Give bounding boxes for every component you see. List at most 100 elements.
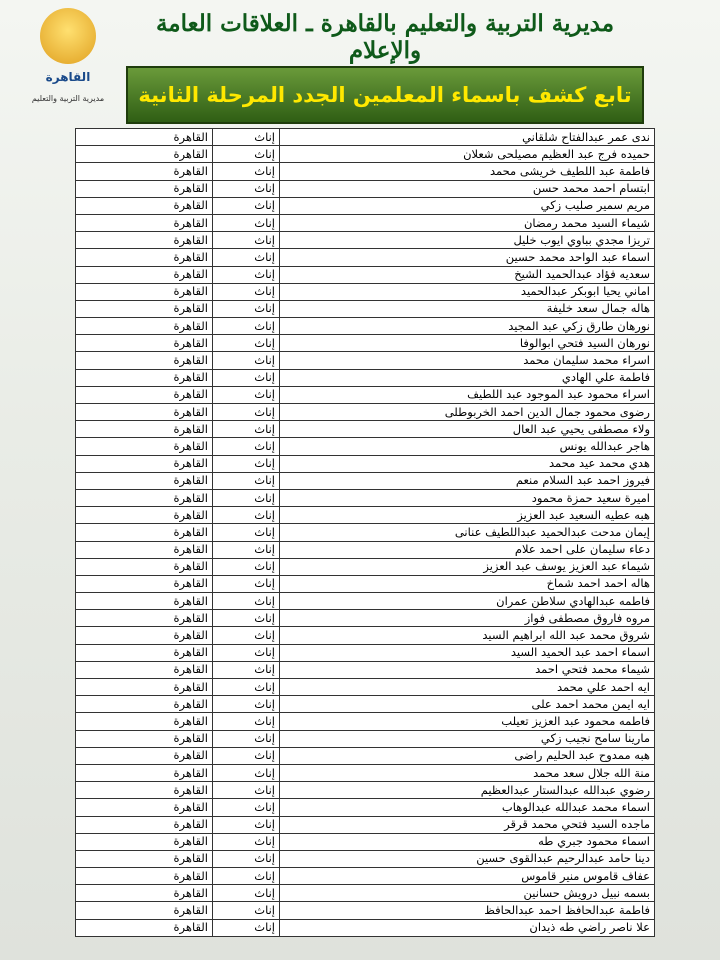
governorate: القاهرة [75,368,213,387]
table-row: ماجده السيد فتحي محمد قرقر إناث القاهرة [75,815,655,834]
teacher-name: فاطمة عبد اللطيف خريشى محمد [279,162,655,181]
table-row: هبه عطيه السعيد عبد العزيز إناث القاهرة [75,506,655,525]
gender: إناث [212,592,280,611]
gender: إناث [212,643,280,662]
gender: إناث [212,729,280,748]
table-row: اميرة سعيد حمزة محمود إناث القاهرة [75,488,655,508]
gender: إناث [212,179,280,198]
gender: إناث [212,832,280,851]
governorate: القاهرة [75,660,213,680]
table-row: منة الله جلال سعد محمد إناث القاهرة [75,763,655,783]
gender: إناث [212,488,280,508]
gender: إناث [212,712,280,731]
governorate: القاهرة [75,643,213,662]
gender: إناث [212,746,280,765]
teacher-name: منة الله جلال سعد محمد [279,763,655,783]
teacher-name: اسماء محمود جبري طه [279,832,655,851]
governorate: القاهرة [75,746,213,765]
table-row: نورهان طارق زكي عبد المجيد إناث القاهرة [75,317,655,336]
teacher-name: تريزا مجدي بباوي ايوب خليل [279,231,655,250]
table-row: شيماء السيد محمد رمضان إناث القاهرة [75,213,655,233]
table-row: هدي محمد عيد محمد إناث القاهرة [75,454,655,473]
teacher-name: دينا حامد عبدالرحيم عبدالقوى حسين [279,849,655,869]
gender: إناث [212,574,280,594]
teacher-name: هاله جمال سعد خليفة [279,299,655,319]
teacher-name: مروه فاروق مصطفى فواز [279,609,655,628]
gender: إناث [212,540,280,559]
teacher-name: فاطمه محمود عبد العزيز تعيلب [279,712,655,731]
gender: إناث [212,677,280,697]
teacher-name: هدي محمد عيد محمد [279,454,655,473]
table-row: فاطمة علي الهادي إناث القاهرة [75,368,655,387]
table-row: مارينا سامح نجيب زكي إناث القاهرة [75,729,655,748]
teacher-name: علا ناصر راضي طه ذيدان [279,918,655,937]
gender: إناث [212,884,280,903]
gender: إناث [212,867,280,886]
governorate: القاهرة [75,592,213,611]
gender: إناث [212,763,280,783]
teacher-name: فاطمة علي الهادي [279,368,655,387]
teacher-name: فاطمه عبدالهادي سلاطن عمران [279,592,655,611]
table-row: حميده فرج عبد العظيم مصيلحى شعلان إناث الق… [75,145,655,164]
teacher-name: حميده فرج عبد العظيم مصيلحى شعلان [279,145,655,164]
gender: إناث [212,454,280,473]
table-row: اماني يحيا ابوبكر عبدالحميد إناث القاهرة [75,282,655,301]
gender: إناث [212,506,280,525]
governorate: القاهرة [75,385,213,405]
teacher-name: اميرة سعيد حمزة محمود [279,488,655,508]
gender: إناث [212,437,280,456]
table-row: فاطمة عبد اللطيف خريشى محمد إناث القاهرة [75,162,655,181]
governorate: القاهرة [75,901,213,920]
governorate: القاهرة [75,884,213,903]
teacher-name: إيمان مدحت عبدالحميد عبداللطيف عنانى [279,523,655,542]
governorate: القاهرة [75,299,213,319]
governorate: القاهرة [75,248,213,267]
teacher-name: ولاء مصطفى يحيي عبد العال [279,420,655,439]
logo-caption: مديرية التربية والتعليم [31,94,105,103]
table-row: نورهان السيد فتحي ابوالوفا إناث القاهرة [75,334,655,353]
table-row: هاله جمال سعد خليفة إناث القاهرة [75,299,655,319]
table-row: اسراء محمود عبد الموجود عبد اللطيف إناث ال… [75,385,655,405]
table-row: هاجر عبدالله يونس إناث القاهرة [75,437,655,456]
table-row: اسراء محمد سليمان محمد إناث القاهرة [75,351,655,370]
table-row: فاطمه محمود عبد العزيز تعيلب إناث القاهرة [75,712,655,731]
teacher-name: سعديه فؤاد عبدالحميد الشيخ [279,265,655,284]
table-row: اسماء محمود جبري طه إناث القاهرة [75,832,655,851]
gender: إناث [212,368,280,387]
teacher-name: شيماء السيد محمد رمضان [279,213,655,233]
governorate: القاهرة [75,677,213,697]
logo-emblem [40,8,96,64]
table-row: رضوي عبدالله عبدالستار عبدالعظيم إناث القا… [75,781,655,800]
teacher-name: بسمه نبيل درويش حسانين [279,884,655,903]
teacher-name: هاجر عبدالله يونس [279,437,655,456]
governorate: القاهرة [75,162,213,181]
teacher-name: اسماء محمد عبدالله عبدالوهاب [279,798,655,817]
governorate: القاهرة [75,179,213,198]
table-row: مريم سمير صليب زكي إناث القاهرة [75,196,655,215]
header-subtitle: تابع كشف باسماء المعلمين الجدد المرحلة ا… [126,66,644,124]
table-row: فاطمة عبدالحافظ احمد عبدالحافظ إناث القاهر… [75,901,655,920]
teacher-name: اسماء عبد الواحد محمد حسين [279,248,655,267]
table-row: ايه ايمن محمد احمد على إناث القاهرة [75,695,655,714]
teacher-name: مريم سمير صليب زكي [279,196,655,215]
teacher-name: ابتسام احمد محمد حسن [279,179,655,198]
table-row: فيروز احمد عبد السلام منعم إناث القاهرة [75,471,655,490]
teacher-name: شيماء محمد فتحي احمد [279,660,655,680]
governorate: القاهرة [75,420,213,439]
gender: إناث [212,317,280,336]
gender: إناث [212,196,280,215]
gender: إناث [212,815,280,834]
teacher-name: مارينا سامح نجيب زكي [279,729,655,748]
teacher-name: هبه عطيه السعيد عبد العزيز [279,506,655,525]
gender: إناث [212,471,280,490]
table-row: ولاء مصطفى يحيي عبد العال إناث القاهرة [75,420,655,439]
table-row: ابتسام احمد محمد حسن إناث القاهرة [75,179,655,198]
governorate: القاهرة [75,712,213,731]
gender: إناث [212,798,280,817]
table-row: اسماء عبد الواحد محمد حسين إناث القاهرة [75,248,655,267]
governorate: القاهرة [75,523,213,542]
governorate: القاهرة [75,488,213,508]
teacher-name: ماجده السيد فتحي محمد قرقر [279,815,655,834]
gender: إناث [212,265,280,284]
